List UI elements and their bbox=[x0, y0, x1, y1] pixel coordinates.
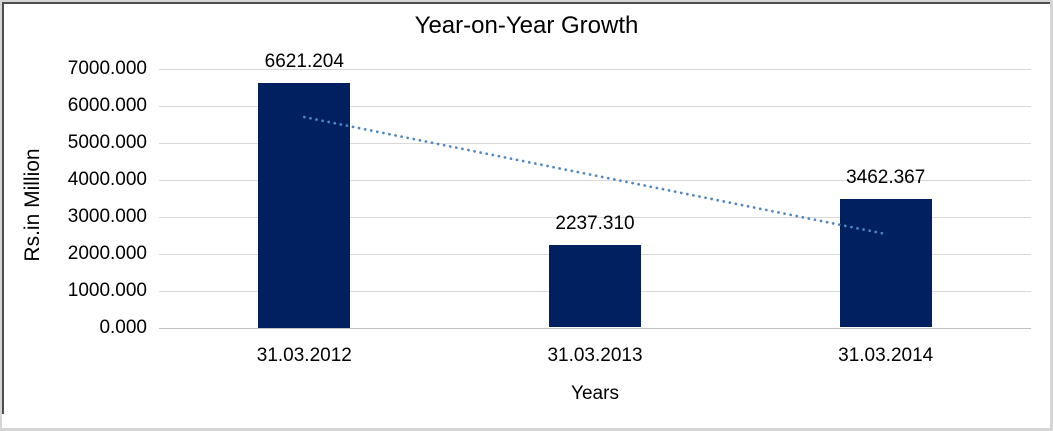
y-tick-label: 4000.000 bbox=[67, 169, 147, 190]
gridline bbox=[159, 180, 1031, 181]
gridline bbox=[159, 106, 1031, 107]
y-tick-label: 3000.000 bbox=[67, 206, 147, 227]
x-axis-title: Years bbox=[571, 383, 619, 404]
gridline bbox=[159, 143, 1031, 144]
x-axis-line bbox=[159, 328, 1031, 329]
y-tick-label: 1000.000 bbox=[67, 280, 147, 301]
x-tick-label: 31.03.2014 bbox=[838, 345, 934, 366]
frame-edge-right bbox=[1050, 0, 1053, 431]
bar-31.03.2013[interactable] bbox=[549, 244, 641, 328]
bar-value-label: 6621.204 bbox=[264, 50, 344, 72]
frame-edge-left bbox=[0, 0, 2, 431]
y-tick-label: 5000.000 bbox=[67, 132, 147, 153]
chart-title: Year-on-Year Growth bbox=[414, 12, 639, 39]
bar-value-label: 2237.310 bbox=[555, 212, 635, 234]
x-tick-label: 31.03.2013 bbox=[547, 345, 643, 366]
bar-value-label: 3462.367 bbox=[846, 167, 926, 189]
y-tick-label: 0.000 bbox=[99, 317, 147, 338]
trendline[interactable] bbox=[302, 115, 888, 236]
y-tick-label: 2000.000 bbox=[67, 243, 147, 264]
bar-31.03.2014[interactable] bbox=[839, 199, 932, 328]
gridline bbox=[159, 217, 1031, 218]
y-tick-label: 7000.000 bbox=[67, 58, 147, 79]
frame-border-top bbox=[2, 2, 1050, 4]
frame-edge-top bbox=[0, 0, 1053, 2]
y-tick-label: 6000.000 bbox=[67, 95, 147, 116]
x-tick-label: 31.03.2012 bbox=[256, 345, 352, 366]
gridline bbox=[159, 69, 1031, 70]
frame-border-left bbox=[2, 2, 4, 414]
frame-edge-bottom bbox=[0, 428, 1053, 431]
